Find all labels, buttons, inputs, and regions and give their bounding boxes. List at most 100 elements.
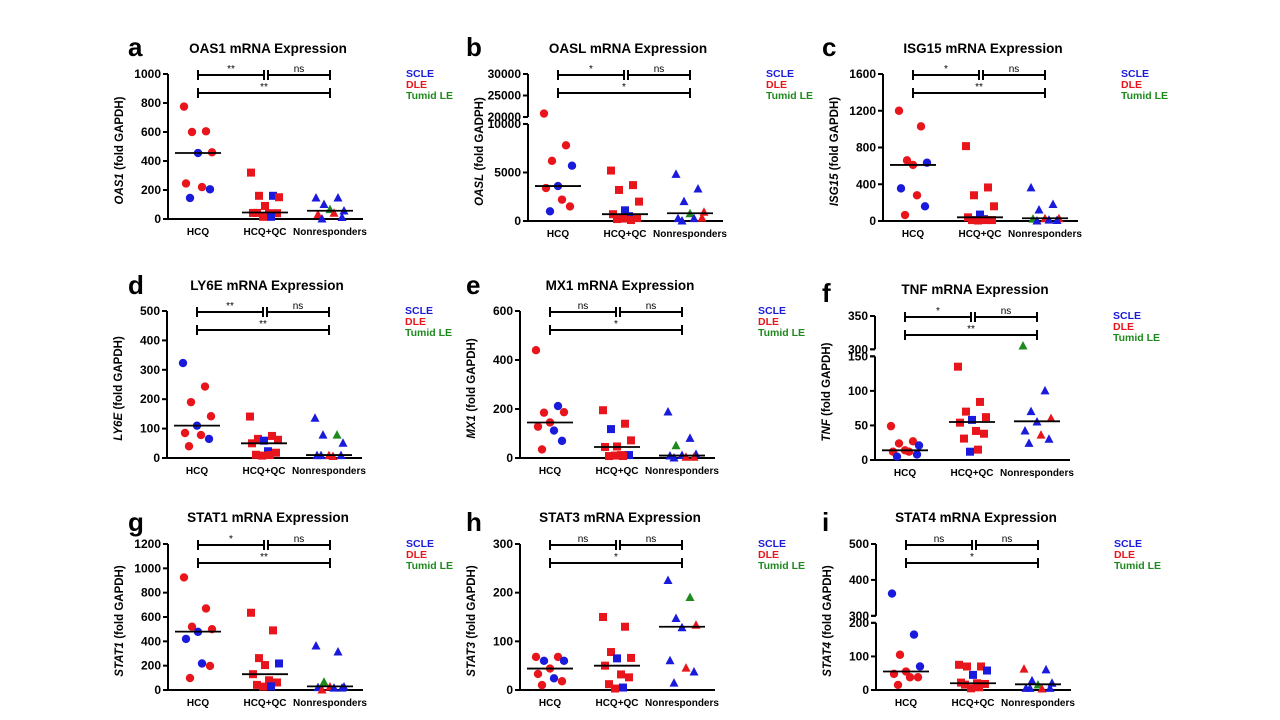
x-tick-label: Nonresponders xyxy=(1008,229,1082,240)
significance-bracket xyxy=(549,325,683,335)
panel-letter: a xyxy=(128,32,143,62)
data-point xyxy=(310,413,320,422)
data-point xyxy=(908,437,918,446)
significance-label: * xyxy=(614,552,618,563)
significance-label: ** xyxy=(260,82,268,93)
legend-item-scle: SCLE xyxy=(406,68,434,80)
legend-item-tumid-le: Tumid LE xyxy=(1121,90,1168,102)
data-point xyxy=(1026,406,1036,416)
data-point xyxy=(619,214,627,223)
significance-label: ns xyxy=(578,301,589,312)
data-point xyxy=(621,206,629,215)
data-point xyxy=(689,452,699,461)
data-point xyxy=(966,447,974,456)
data-point xyxy=(557,436,567,446)
data-point xyxy=(1046,413,1056,423)
x-tick-label: HCQ xyxy=(894,468,916,479)
data-point xyxy=(319,199,329,208)
data-point xyxy=(976,397,984,406)
y-tick-label: 800 xyxy=(856,141,876,155)
data-point xyxy=(261,661,269,670)
data-point xyxy=(693,183,703,193)
data-point xyxy=(274,435,282,444)
data-point xyxy=(681,452,691,461)
data-point xyxy=(982,413,990,422)
y-tick-label: 100 xyxy=(493,634,513,648)
y-axis xyxy=(871,544,877,690)
data-point xyxy=(967,684,975,693)
y-axis-label-gene: TNF xyxy=(821,418,833,441)
data-point xyxy=(537,680,547,690)
data-point xyxy=(621,622,629,631)
y-tick-label: 0 xyxy=(506,451,513,465)
x-tick-label: HCQ+QC xyxy=(243,698,286,709)
data-point xyxy=(980,429,988,438)
y-tick-label: 400 xyxy=(493,353,513,367)
data-point xyxy=(533,422,543,431)
chart-title: OAS1 mRNA Expression xyxy=(189,41,347,56)
data-point xyxy=(685,592,695,602)
data-point xyxy=(663,406,673,416)
data-point xyxy=(557,677,567,686)
data-point xyxy=(185,193,195,203)
data-point xyxy=(549,674,559,683)
significance-label: ns xyxy=(293,301,304,312)
y-axis-label-gene: STAT4 xyxy=(822,641,834,676)
y-tick-label: 0 xyxy=(514,214,521,228)
x-tick-label: HCQ xyxy=(902,229,924,240)
x-tick-label: Nonresponders xyxy=(292,466,366,477)
panel-letter: i xyxy=(822,507,829,537)
data-point xyxy=(607,166,615,175)
significance-label: * xyxy=(614,319,618,330)
y-tick-label: 1600 xyxy=(849,67,876,81)
data-point xyxy=(1036,430,1046,439)
data-point xyxy=(615,185,623,194)
data-point xyxy=(206,412,216,421)
data-point xyxy=(205,185,215,194)
x-tick-label: HCQ+QC xyxy=(951,698,994,709)
significance-label: * xyxy=(622,82,626,93)
data-point xyxy=(912,450,922,459)
data-point xyxy=(1027,675,1037,685)
significance-label: ns xyxy=(934,534,945,545)
y-tick-label: 0 xyxy=(861,453,868,467)
significance-bracket xyxy=(549,307,617,317)
significance-bracket xyxy=(197,70,265,80)
y-axis xyxy=(870,316,876,460)
x-tick-label: Nonresponders xyxy=(645,698,719,709)
significance-label: ns xyxy=(1001,306,1012,317)
data-point xyxy=(974,445,982,454)
data-point xyxy=(983,666,991,675)
significance-label: ns xyxy=(294,534,305,545)
panel-letter: b xyxy=(466,32,482,62)
data-point xyxy=(975,683,983,692)
data-point xyxy=(549,426,559,435)
significance-label: ns xyxy=(646,534,657,545)
data-point xyxy=(1037,683,1047,693)
data-point xyxy=(671,440,681,450)
legend-item-tumid-le: Tumid LE xyxy=(758,327,805,339)
data-point xyxy=(892,452,902,461)
data-point xyxy=(329,683,339,692)
significance-bracket xyxy=(905,558,1039,568)
data-point xyxy=(254,434,262,443)
data-point xyxy=(337,212,347,222)
data-point xyxy=(988,216,996,225)
chart-title: OASL mRNA Expression xyxy=(549,41,707,56)
data-point xyxy=(619,452,627,461)
data-point xyxy=(181,179,191,188)
data-point xyxy=(955,660,963,669)
significance-bracket xyxy=(619,540,683,550)
x-tick-label: Nonresponders xyxy=(293,698,367,709)
significance-label: ** xyxy=(975,82,983,93)
legend-item-scle: SCLE xyxy=(1114,538,1142,550)
data-point xyxy=(186,397,196,407)
x-tick-label: HCQ+QC xyxy=(595,466,638,477)
data-point xyxy=(665,655,675,665)
x-tick-label: HCQ xyxy=(547,229,569,240)
y-axis-label: OAS1 (fold GAPDH) xyxy=(114,96,126,204)
data-point xyxy=(912,191,922,200)
